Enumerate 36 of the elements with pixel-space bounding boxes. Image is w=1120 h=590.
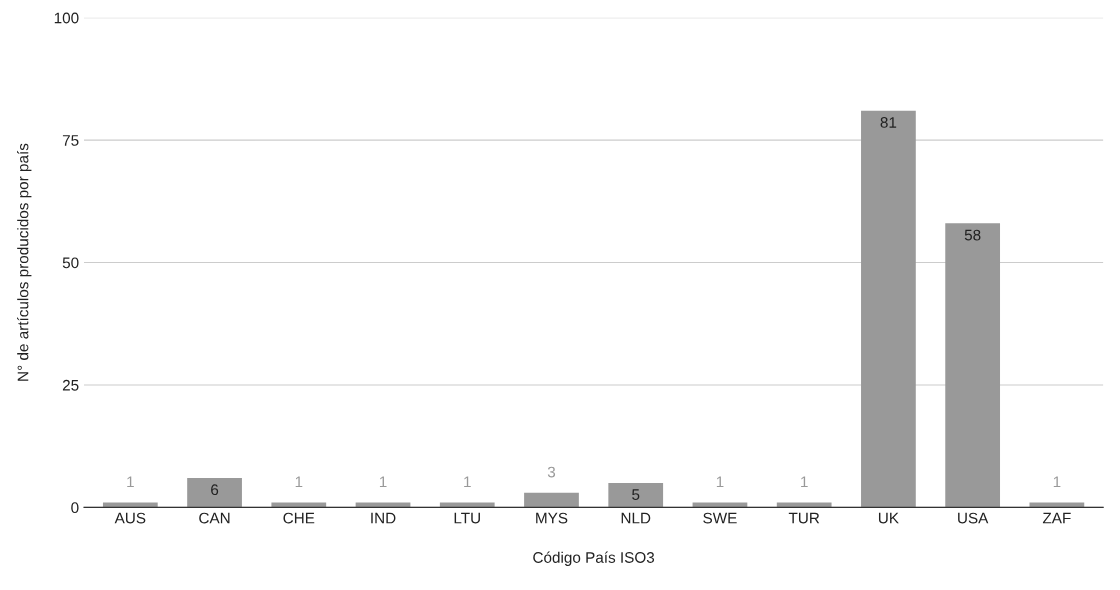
data-label: 1 <box>464 476 471 488</box>
y-tick-label: 50 <box>62 257 79 269</box>
data-label: 58 <box>964 229 981 241</box>
x-tick-label: ZAF <box>1042 512 1071 524</box>
x-tick-label: CHE <box>283 512 315 524</box>
bar <box>861 110 916 508</box>
x-tick-label: UK <box>878 512 899 524</box>
data-label: 1 <box>801 476 808 488</box>
x-tick-label: SWE <box>703 512 737 524</box>
data-label: 1 <box>379 476 387 488</box>
data-label: 1 <box>716 476 724 488</box>
data-label: 3 <box>547 466 556 478</box>
bar <box>945 223 1001 508</box>
data-label: 6 <box>211 484 219 496</box>
data-label: 1 <box>127 476 134 488</box>
x-tick-label: USA <box>958 512 989 524</box>
y-tick-label: 0 <box>71 502 79 514</box>
x-tick-label: TUR <box>788 512 820 524</box>
bar <box>608 482 664 508</box>
bar <box>187 478 242 508</box>
x-tick-label: CAN <box>199 512 230 524</box>
bar <box>524 492 579 508</box>
data-label: 1 <box>1053 476 1061 488</box>
y-tick-label: 25 <box>62 379 79 391</box>
x-tick-label: AUS <box>114 512 146 524</box>
x-tick-label: IND <box>371 512 396 524</box>
y-axis-title: N° de artículos producidos por país <box>17 143 32 381</box>
data-label: 5 <box>632 489 640 501</box>
x-tick-label: MYS <box>536 512 568 524</box>
x-tick-label: LTU <box>454 512 480 524</box>
data-label: 81 <box>880 117 897 128</box>
data-label: 1 <box>295 476 303 488</box>
y-tick-label: 100 <box>54 12 79 24</box>
x-axis-title: Código País ISO3 <box>533 551 655 566</box>
x-tick-label: NLD <box>621 512 651 524</box>
y-tick-label: 75 <box>62 135 79 146</box>
